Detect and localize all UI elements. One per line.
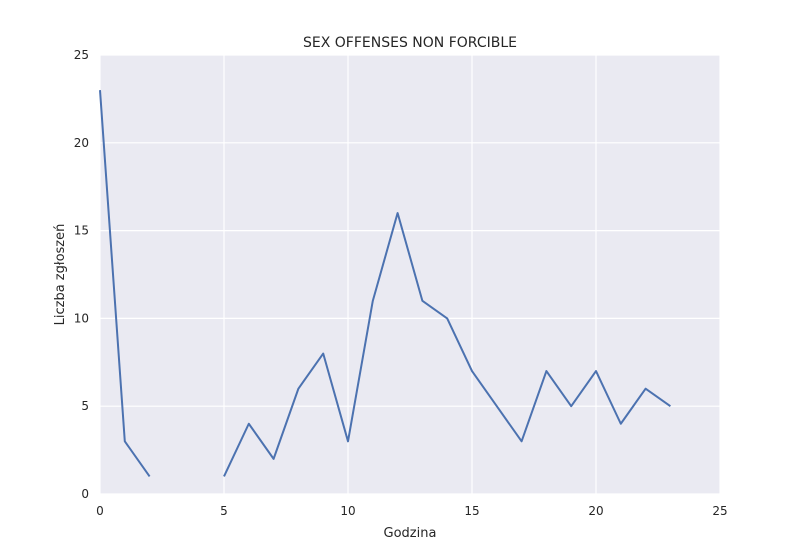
y-tick-labels: 0 5 10 15 20 25 xyxy=(74,48,89,501)
series-line-segment xyxy=(223,212,671,477)
y-tick-label: 25 xyxy=(74,48,89,62)
series-line-segment xyxy=(99,90,151,478)
x-tick-label: 10 xyxy=(340,504,355,518)
x-tick-labels: 0 5 10 15 20 25 xyxy=(96,504,727,518)
plot-background xyxy=(100,55,720,494)
x-axis-label: Godzina xyxy=(384,526,437,541)
chart-title: SEX OFFENSES NON FORCIBLE xyxy=(303,35,517,51)
x-tick-label: 25 xyxy=(712,504,727,518)
series-lines xyxy=(99,90,671,478)
y-tick-label: 20 xyxy=(74,136,89,150)
y-tick-label: 0 xyxy=(81,487,89,501)
x-tick-label: 5 xyxy=(220,504,228,518)
x-tick-label: 15 xyxy=(464,504,479,518)
y-axis-label: Liczba zgłoszeń xyxy=(53,224,68,326)
x-tick-label: 0 xyxy=(96,504,104,518)
y-tick-label: 5 xyxy=(81,399,89,413)
y-tick-label: 10 xyxy=(74,311,89,325)
y-tick-label: 15 xyxy=(74,224,89,238)
x-tick-label: 20 xyxy=(588,504,603,518)
grid-lines xyxy=(99,54,721,495)
